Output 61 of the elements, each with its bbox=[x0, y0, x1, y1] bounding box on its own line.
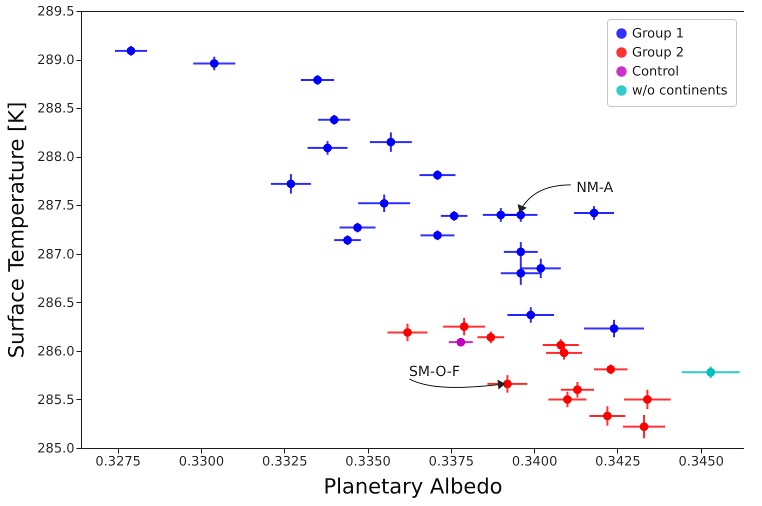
y-tick-label: 287.5 bbox=[37, 198, 74, 214]
point bbox=[610, 324, 618, 333]
point bbox=[286, 180, 296, 188]
x-tick-label: 0.3300 bbox=[178, 454, 224, 470]
point bbox=[516, 268, 526, 278]
x-axis-title: Planetary Albedo bbox=[323, 474, 503, 498]
point bbox=[496, 210, 506, 220]
y-axis-title: Surface Temperature [K] bbox=[4, 102, 28, 358]
point bbox=[503, 380, 512, 388]
point bbox=[640, 422, 648, 431]
point bbox=[556, 340, 566, 350]
point bbox=[380, 198, 389, 208]
point bbox=[573, 385, 582, 394]
point bbox=[343, 236, 352, 245]
legend-label: Group 2 bbox=[632, 46, 684, 60]
point bbox=[323, 144, 332, 152]
x-tick-label: 0.3425 bbox=[595, 454, 641, 470]
y-tick-label: 285.0 bbox=[37, 442, 74, 456]
point bbox=[516, 210, 526, 220]
y-tick-label: 285.5 bbox=[37, 392, 74, 408]
x-tick-label: 0.3400 bbox=[512, 454, 558, 470]
y-tick-label: 287.0 bbox=[37, 247, 74, 262]
x-tick-label: 0.3275 bbox=[95, 454, 141, 470]
point bbox=[433, 170, 442, 180]
point bbox=[643, 395, 652, 404]
point bbox=[353, 223, 362, 232]
annotation: SM-O-F bbox=[408, 364, 460, 380]
point bbox=[313, 76, 322, 84]
point bbox=[433, 231, 442, 240]
point bbox=[460, 322, 468, 331]
point bbox=[606, 365, 616, 374]
point bbox=[330, 115, 339, 124]
point bbox=[603, 412, 612, 420]
y-tick-label: 289.5 bbox=[37, 4, 74, 20]
point bbox=[560, 348, 568, 358]
legend-label: Group 1 bbox=[632, 26, 684, 42]
x-tick-label: 0.3375 bbox=[428, 454, 474, 470]
x-tick-label: 0.3350 bbox=[345, 454, 391, 470]
point bbox=[456, 338, 466, 346]
legend-label: w/o continents bbox=[632, 84, 728, 98]
point bbox=[536, 264, 546, 273]
point bbox=[526, 310, 536, 320]
annotation: NM-A bbox=[576, 180, 614, 196]
y-tick-label: 288.0 bbox=[37, 150, 74, 166]
x-tick-label: 0.3325 bbox=[262, 454, 308, 470]
point bbox=[386, 138, 396, 146]
y-tick-label: 286.5 bbox=[37, 296, 74, 311]
y-tick-label: 286.0 bbox=[37, 344, 74, 360]
point bbox=[590, 208, 598, 218]
point bbox=[210, 59, 219, 68]
point bbox=[126, 46, 136, 56]
point bbox=[486, 332, 496, 342]
point bbox=[450, 212, 458, 220]
point bbox=[403, 328, 412, 337]
y-tick-label: 288.5 bbox=[37, 102, 74, 117]
x-tick-label: 0.3450 bbox=[678, 454, 724, 470]
point bbox=[706, 368, 716, 377]
legend-label: Control bbox=[632, 64, 679, 80]
point bbox=[516, 248, 526, 256]
point bbox=[563, 395, 572, 404]
y-tick-label: 289.0 bbox=[37, 53, 74, 68]
